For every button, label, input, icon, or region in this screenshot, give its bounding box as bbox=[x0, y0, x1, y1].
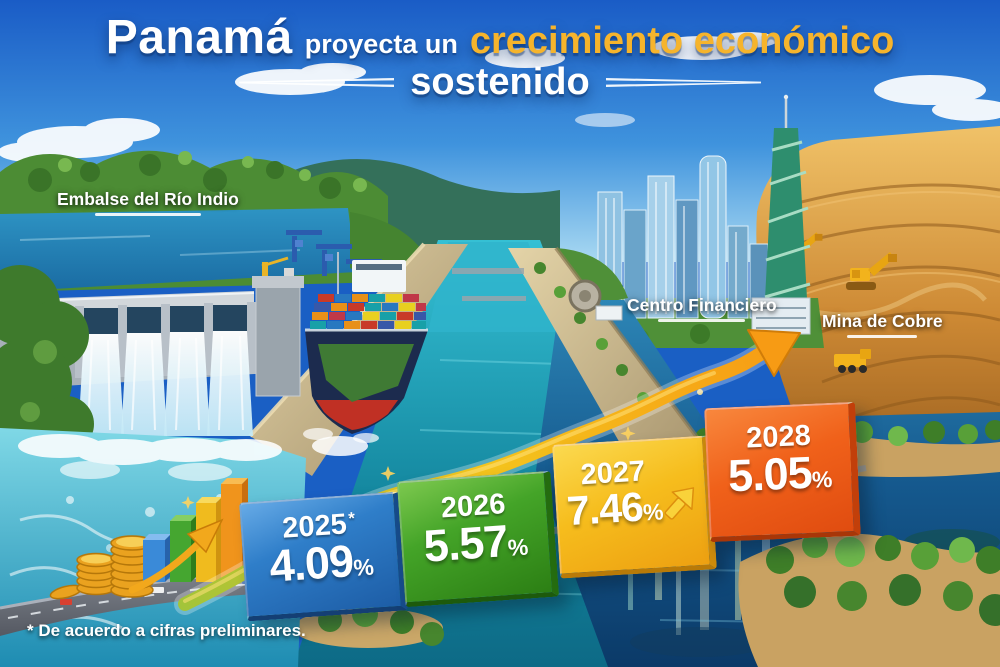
card-value: 5.57 bbox=[422, 515, 510, 573]
containers bbox=[310, 294, 426, 329]
spiral-tower bbox=[764, 94, 811, 318]
dump-truck-icon bbox=[834, 349, 871, 373]
card-percent-sign: % bbox=[811, 466, 833, 494]
card-value: 5.05 bbox=[726, 447, 813, 502]
label-reservoir-text: Embalse del Río Indio bbox=[57, 189, 239, 209]
growth-card-2026: 2026 5.57% bbox=[396, 470, 560, 608]
growth-card-2028: 2028 5.05% bbox=[704, 401, 861, 543]
label-copper-mine-text: Mina de Cobre bbox=[822, 311, 943, 331]
label-underline bbox=[847, 335, 918, 338]
card-value-row: 5.05% bbox=[708, 447, 852, 502]
growth-card-2027: 2027 7.46% bbox=[552, 435, 717, 579]
headline-connector: proyecta un bbox=[304, 29, 458, 59]
up-right-arrow-icon bbox=[664, 487, 695, 520]
headline-line2: sostenido bbox=[0, 61, 1000, 104]
label-financial-center-text: Centro Financiero bbox=[627, 295, 777, 315]
card-value: 7.46 bbox=[565, 483, 645, 535]
headline-sostenido: sostenido bbox=[410, 61, 590, 103]
label-reservoir: Embalse del Río Indio bbox=[57, 189, 239, 216]
dam-abutment-trees bbox=[0, 265, 94, 490]
label-underline bbox=[658, 319, 746, 322]
excavator-icon bbox=[779, 232, 897, 290]
headline-line1: Panamá proyecta un crecimiento económico bbox=[0, 10, 1000, 65]
label-copper-mine: Mina de Cobre bbox=[822, 311, 943, 338]
card-percent-sign: % bbox=[506, 533, 530, 562]
headline-country: Panamá bbox=[105, 11, 293, 64]
label-financial-center: Centro Financiero bbox=[627, 295, 777, 322]
card-value: 4.09 bbox=[267, 535, 355, 593]
swoosh-right-decoration bbox=[606, 78, 761, 87]
card-percent-sign: % bbox=[352, 553, 375, 582]
label-underline bbox=[95, 213, 201, 216]
swoosh-left-decoration bbox=[239, 78, 395, 87]
growth-card-2025: 2025* 4.09% bbox=[239, 491, 408, 622]
footnote: * De acuerdo a cifras preliminares. bbox=[27, 621, 306, 640]
headline-accent: crecimiento económico bbox=[469, 20, 895, 62]
card-value-row: 7.46% bbox=[557, 483, 673, 535]
card-value-row: 5.57% bbox=[402, 515, 550, 573]
headline: Panamá proyecta un crecimiento económico… bbox=[0, 10, 1000, 104]
footnote-marker: * bbox=[347, 508, 356, 529]
card-value-row: 4.09% bbox=[244, 535, 399, 593]
